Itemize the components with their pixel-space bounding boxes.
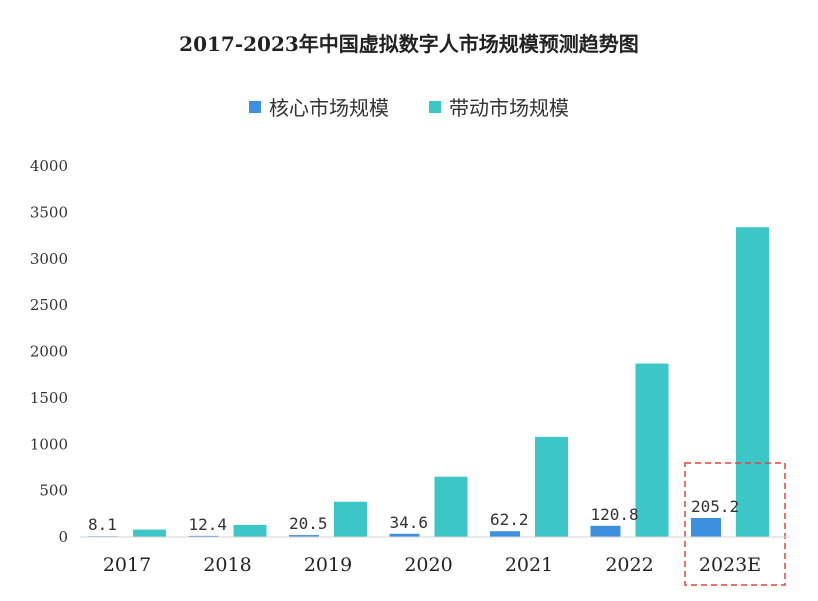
x-tick-label: 2020 [404,554,452,576]
bar-driven-2019 [334,501,367,537]
y-tick-label: 2500 [30,296,68,314]
x-tick-label: 2018 [203,554,251,576]
data-label-core-2017: 8.1 [88,515,117,534]
legend-swatch-driven [429,100,441,113]
highlight-box-2023E [684,462,786,586]
x-tick-label: 2021 [505,554,553,576]
data-label-core-2018: 12.4 [189,515,228,534]
legend-swatch-core [249,100,261,113]
bar-core-2022 [590,525,621,537]
bar-driven-2022 [635,363,669,537]
legend-label-core: 核心市场规模 [269,96,389,120]
x-tick-label: 2023E [699,554,761,576]
bar-core-2019 [289,535,319,537]
chart-title: 2017-2023年中国虚拟数字人市场规模预测趋势图 [179,32,639,56]
y-tick-label: 3000 [30,250,68,268]
data-label-core-2020: 34.6 [390,513,429,532]
bar-core-2021 [490,531,520,537]
bar-driven-2023E [736,227,769,537]
bar-driven-2018 [233,524,267,537]
bar-core-2023E [691,517,721,537]
data-label-core-2022: 120.8 [591,505,639,524]
y-tick-label: 0 [58,528,68,546]
x-tick-label: 2019 [304,554,352,576]
x-tick-label: 2022 [605,554,653,576]
y-tick-label: 2000 [30,343,68,361]
y-tick-label: 500 [39,482,68,500]
data-label-core-2021: 62.2 [490,510,529,529]
bar-core-2020 [389,533,420,537]
data-label-core-2023E: 205.2 [691,497,739,516]
data-label-core-2019: 20.5 [289,514,328,533]
legend-label-driven: 带动市场规模 [449,96,569,120]
y-tick-label: 1500 [30,389,68,407]
y-tick-label: 1000 [30,435,68,453]
y-tick-label: 3500 [30,203,68,221]
legend-item-core: 核心市场规模 [249,92,389,121]
bar-driven-2020 [434,476,468,537]
bar-driven-2017 [133,529,166,537]
y-tick-label: 4000 [30,157,68,175]
bar-driven-2021 [535,436,568,537]
legend-item-driven: 带动市场规模 [429,92,569,121]
bar-core-2018 [188,535,219,537]
legend: 核心市场规模 带动市场规模 [0,92,818,121]
x-tick-label: 2017 [103,554,151,576]
